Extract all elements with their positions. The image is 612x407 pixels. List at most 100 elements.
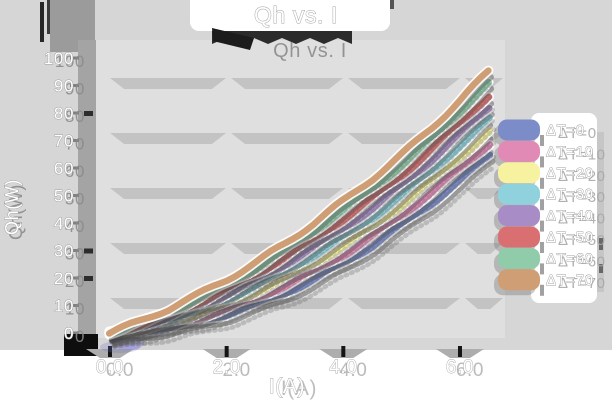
legend-swatch-shadow-dash [540, 177, 544, 189]
y-axis-shadow-streak [40, 2, 44, 42]
y-tick-label-50-shadow: 50 [65, 190, 85, 209]
gridline-shadow [231, 188, 343, 199]
legend-swatch-ΔT=50 [498, 226, 540, 248]
x-tick-label-2.0: 2.0 [213, 357, 241, 378]
y-tick-mark [70, 166, 79, 170]
y-tick-label-20-shadow: 20 [65, 272, 85, 291]
legend-label-ΔT=60-shadow: ΔT=60 [558, 253, 606, 270]
gridline-shadow [231, 133, 343, 144]
curve-shadow-ΔT=20 [112, 140, 497, 349]
legend-label-ΔT=20-shadow: ΔT=20 [558, 168, 606, 185]
legend-swatch-shadow-dash [540, 242, 544, 253]
y-tick-shadow [84, 111, 93, 116]
curve-shadow-ΔT=30 [110, 121, 495, 344]
y-tick-label-40: 40 [54, 214, 74, 233]
gridline-shadow [110, 78, 226, 89]
y-tick-label-50: 50 [54, 187, 74, 206]
legend-swatch-ΔT=10 [498, 140, 540, 162]
curve-shadow-ΔT=40 [110, 111, 495, 341]
y-tick-label-80: 80 [54, 104, 74, 123]
title-shadow-wedge [212, 28, 254, 50]
y-tick-label-70: 70 [54, 132, 74, 151]
legend-swatch-shadow-dash [540, 156, 544, 168]
title-box-corner-shadow [388, 0, 394, 9]
y-tick-label-20: 20 [54, 269, 74, 288]
y-tick-label-60-shadow: 60 [65, 162, 85, 181]
legend-swatch-ΔT=20 [498, 162, 540, 184]
y-tick-label-10-shadow: 10 [65, 300, 85, 319]
legend-label-ΔT=20: ΔT=20 [546, 165, 594, 182]
gridline-shadow [348, 298, 460, 309]
x-tick-label-6.0-shadow: 6.0 [456, 360, 484, 381]
title-ghost: Qh vs. I [273, 40, 347, 62]
curve-shadow-ΔT=50 [109, 100, 495, 342]
chart-title: Qh vs. I [254, 2, 338, 28]
legend-swatch-shadow-dash [540, 135, 544, 146]
y-tick-label-10: 10 [54, 297, 74, 316]
y-tick-mark [70, 249, 79, 252]
gridline-shadow [348, 78, 460, 89]
y-tick-label-60: 60 [54, 159, 74, 178]
x-axis-label-shadow: I(A) [281, 377, 317, 400]
legend-panel-shadow [597, 132, 604, 292]
legend-label-ΔT=0-shadow: ΔT=0 [558, 125, 597, 142]
y-tick-label-30: 30 [54, 242, 74, 261]
legend-panel-shadow-dash [599, 238, 603, 250]
y-tick-mark [70, 221, 79, 225]
gridline-shadow [231, 78, 343, 89]
legend-label-ΔT=60: ΔT=60 [546, 250, 594, 267]
x-tick-shadow [224, 346, 229, 357]
legend-label-ΔT=50: ΔT=50 [546, 229, 594, 246]
curve-ΔT=70 [105, 67, 492, 337]
x-tick-label-2.0-shadow: 2.0 [223, 360, 251, 381]
y-tick-label-30-shadow: 30 [65, 245, 85, 264]
y-tick-mark [70, 304, 79, 307]
x-tick-label-0.0: 0.0 [96, 357, 124, 378]
legend-label-ΔT=0: ΔT=0 [546, 122, 585, 139]
y-tick-mark [70, 194, 79, 197]
y-tick-label-90: 90 [54, 77, 74, 96]
curve-shadow-ΔT=60 [109, 85, 495, 345]
origin-shadow [112, 336, 144, 350]
y-tick-label-80-shadow: 80 [65, 107, 85, 126]
gridline-shadow [110, 133, 226, 144]
legend-swatch-ΔT=0 [498, 119, 540, 141]
curve-shadow-ΔT=40 [113, 117, 496, 346]
legend-swatch-ΔT=30 [498, 183, 540, 205]
y-axis-label-shadow: Qh(W) [6, 184, 26, 240]
legend-label-ΔT=30: ΔT=30 [546, 186, 594, 203]
gridline-shadow [465, 298, 503, 309]
curve-shadow-ΔT=50 [112, 106, 496, 347]
x-tick-label-0.0-shadow: 0.0 [106, 360, 134, 381]
curve-shadow-ΔT=20 [109, 134, 496, 344]
y-axis-bar [78, 40, 96, 348]
legend-label-ΔT=10-shadow: ΔT=10 [558, 146, 606, 163]
x-tick-label-4.0: 4.0 [329, 357, 357, 378]
legend-label-ΔT=50-shadow: ΔT=50 [558, 232, 606, 249]
curve-shadow-ΔT=0 [111, 164, 497, 347]
gridline-shadow [110, 188, 226, 199]
y-tick-mark [70, 84, 79, 87]
legend-panel-shadow-dash [599, 264, 603, 273]
legend-label-ΔT=40-shadow: ΔT=40 [558, 211, 606, 228]
y-tick-shadow [84, 248, 93, 254]
y-tick-label-70-shadow: 70 [65, 135, 85, 154]
x-tick-shadow [457, 346, 462, 357]
legend-label-ΔT=10: ΔT=10 [546, 143, 594, 160]
y-tick-mark [70, 56, 79, 60]
y-tick-mark [70, 139, 79, 142]
legend-label-ΔT=30-shadow: ΔT=30 [558, 189, 606, 206]
legend-swatch-ΔT=40 [498, 205, 540, 227]
y-tick-label-40-shadow: 40 [65, 217, 85, 236]
y-axis-label: Qh(W) [2, 179, 22, 235]
gridline-shadow [465, 188, 503, 199]
legend-swatch-shadow-dash [540, 263, 544, 275]
x-tick-label-4.0-shadow: 4.0 [339, 360, 367, 381]
y-tick-shadow [84, 276, 93, 281]
curve-shadow-ΔT=30 [112, 127, 497, 349]
legend-swatch-shadow-dash [540, 284, 544, 296]
legend-label-ΔT=70: ΔT=70 [546, 272, 594, 289]
y-tick-label-0-shadow: 0 [75, 327, 85, 346]
